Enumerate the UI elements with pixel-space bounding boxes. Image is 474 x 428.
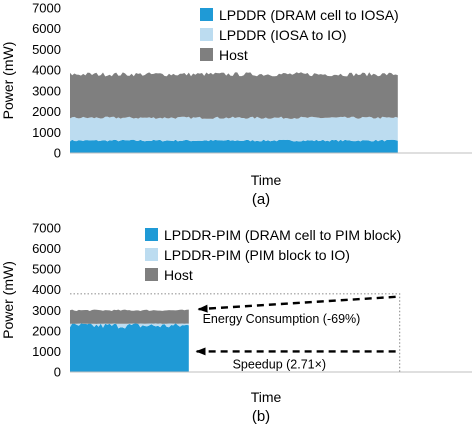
area-series-0 [70, 322, 189, 372]
panel-a-chart: 0 1000 2000 3000 4000 5000 6000 7000 LPDDR (DRAM… [0, 1, 472, 208]
legend-label-0: LPDDR-PIM (DRAM cell to PIM block) [164, 227, 401, 243]
x-axis-title: Time [251, 172, 282, 188]
y-tick-label-7: 7000 [32, 221, 61, 236]
panel-label: (b) [252, 408, 270, 425]
y-tick-label-5: 5000 [32, 42, 61, 57]
energy-arrow [197, 295, 396, 313]
area-series-1 [70, 116, 398, 142]
panel-b-chart: 0 1000 2000 3000 4000 5000 6000 7000 LPDDR-PIM (… [0, 221, 472, 425]
y-tick-label-6: 6000 [32, 241, 61, 256]
legend-label-1: LPDDR (IOSA to IO) [219, 27, 347, 43]
y-tick-label-6: 6000 [32, 21, 61, 36]
legend-label-0: LPDDR (DRAM cell to IOSA) [219, 7, 399, 23]
y-tick-label-7: 7000 [32, 1, 61, 16]
speedup-annotation: Speedup (2.71×) [233, 357, 326, 371]
legend-swatch-1 [145, 248, 158, 261]
y-tick-label-3: 3000 [32, 303, 61, 318]
legend-swatch-1 [200, 28, 213, 41]
legend-label-1: LPDDR-PIM (PIM block to IO) [164, 247, 350, 263]
y-tick-label-3: 3000 [32, 83, 61, 98]
y-tick-label-1: 1000 [32, 125, 61, 140]
y-tick-label-4: 4000 [32, 63, 61, 78]
panel-label: (a) [252, 191, 270, 208]
legend-label-2: Host [164, 267, 193, 283]
y-tick-label-0: 0 [54, 365, 61, 380]
area-series-2 [70, 72, 398, 119]
area-series-1 [70, 322, 189, 329]
legend-label-2: Host [219, 47, 248, 63]
legend-swatch-0 [145, 228, 158, 241]
y-tick-label-4: 4000 [32, 282, 61, 297]
y-axis-title: Power (mW) [0, 261, 16, 339]
area-series-0 [70, 139, 398, 153]
legend-swatch-0 [200, 8, 213, 21]
legend-swatch-2 [145, 268, 158, 281]
y-tick-label-1: 1000 [32, 344, 61, 359]
y-axis-title: Power (mW) [0, 42, 16, 120]
y-tick-label-5: 5000 [32, 262, 61, 277]
reference-box [70, 293, 401, 372]
y-tick-label-0: 0 [54, 146, 61, 161]
energy-annotation: Energy Consumption (-69%) [203, 312, 361, 326]
y-tick-label-2: 2000 [32, 323, 61, 338]
x-axis-title: Time [251, 389, 282, 405]
y-tick-label-2: 2000 [32, 104, 61, 119]
legend-swatch-2 [200, 48, 213, 61]
area-series-2 [70, 309, 189, 324]
